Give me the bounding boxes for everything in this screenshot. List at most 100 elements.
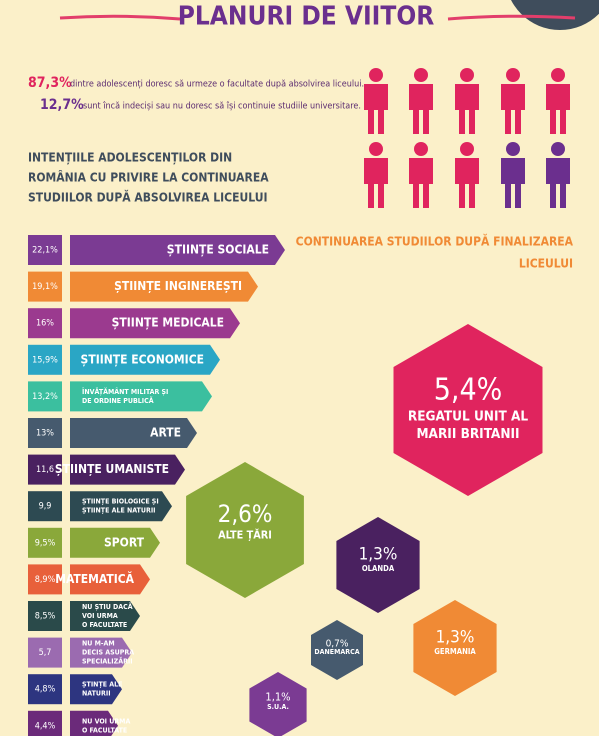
bar-label: MATEMATICĂ bbox=[55, 571, 134, 586]
value-label: 4,4% bbox=[35, 721, 56, 731]
value-label: 15,9% bbox=[32, 355, 58, 365]
country-name: GERMANIA bbox=[434, 647, 476, 656]
hexagon bbox=[336, 517, 420, 613]
bar-label: ȘTIINȚE ALE NATURII bbox=[82, 507, 156, 516]
value-label: 16% bbox=[36, 319, 54, 329]
bar-label: ÎNVĂȚĂMÂNT MILITAR ȘI bbox=[82, 387, 168, 397]
section-title: CONTINUAREA STUDIILOR DUPĂ FINALIZAREA bbox=[296, 234, 574, 249]
value-label: 9,9 bbox=[39, 502, 52, 512]
value-box bbox=[28, 454, 62, 485]
section-title: STUDIILOR DUPĂ ABSOLVIREA LICEULUI bbox=[28, 190, 267, 205]
person-icon bbox=[546, 158, 570, 208]
person-icon bbox=[414, 68, 428, 82]
bar bbox=[70, 344, 220, 375]
stat-text: sunt încă indeciși sau nu doresc să își … bbox=[83, 102, 361, 112]
bar-label: DE ORDINE PUBLICĂ bbox=[82, 396, 154, 405]
bar-label: SPECIALIZĂRII bbox=[82, 657, 133, 666]
person-icon bbox=[455, 158, 479, 208]
value-label: 5,7 bbox=[39, 648, 52, 658]
bar bbox=[70, 308, 240, 339]
person-icon bbox=[501, 158, 525, 208]
person-icon bbox=[501, 84, 525, 134]
value-box bbox=[28, 527, 62, 558]
person-icon bbox=[414, 142, 428, 156]
value-box bbox=[28, 381, 62, 412]
bar-label: ȘTIINȚE MEDICALE bbox=[112, 316, 224, 330]
section-title: LICEULUI bbox=[519, 257, 573, 271]
bar bbox=[70, 637, 132, 668]
person-icon bbox=[551, 142, 565, 156]
bar bbox=[70, 710, 118, 736]
country-value: 0,7% bbox=[326, 638, 349, 649]
section-title: INTENȚIILE ADOLESCENȚILOR DIN bbox=[28, 151, 232, 165]
country-name: MARII BRITANII bbox=[416, 426, 519, 442]
country-name: DANEMARCA bbox=[314, 648, 359, 656]
person-icon bbox=[506, 68, 520, 82]
person-icon bbox=[369, 142, 383, 156]
value-label: 19,1% bbox=[32, 282, 58, 292]
bar bbox=[70, 381, 212, 412]
bar-label: O FACULTATE bbox=[82, 726, 127, 734]
person-icon bbox=[409, 158, 433, 208]
bar-label: ARTE bbox=[150, 426, 181, 440]
bar bbox=[70, 454, 185, 485]
country-value: 1,3% bbox=[359, 544, 398, 564]
value-box bbox=[28, 564, 62, 595]
value-box bbox=[28, 491, 62, 522]
value-box bbox=[28, 344, 62, 375]
country-value: 5,4% bbox=[434, 373, 503, 408]
person-icon bbox=[455, 84, 479, 134]
person-icon bbox=[460, 68, 474, 82]
bar-label: ȘTINȚE ALE bbox=[82, 681, 122, 690]
value-box bbox=[28, 710, 62, 736]
bar bbox=[70, 601, 140, 631]
stat-value: 12,7% bbox=[40, 97, 84, 113]
bar-label: NU ȘTIU DACĂ bbox=[82, 602, 133, 611]
value-label: 13,2% bbox=[32, 392, 58, 402]
bar bbox=[70, 271, 258, 302]
bar-label: ȘTIINȚE UMANISTE bbox=[55, 462, 169, 476]
country-value: 2,6% bbox=[218, 500, 273, 528]
country-name: S.U.A. bbox=[267, 703, 289, 711]
country-name: ALTE ȚĂRI bbox=[218, 528, 272, 541]
person-icon bbox=[460, 142, 474, 156]
bar-label: VOI URMA bbox=[82, 612, 118, 620]
bar bbox=[70, 674, 122, 705]
stat-text: dintre adolescenți doresc să urmeze o fa… bbox=[70, 80, 364, 90]
person-icon bbox=[369, 68, 383, 82]
hexagon bbox=[249, 672, 307, 736]
value-box bbox=[28, 674, 62, 705]
value-label: 8,9% bbox=[35, 575, 56, 585]
country-name: REGATUL UNIT AL bbox=[408, 409, 529, 425]
bar-label: ȘTIINȚE INGINEREȘTI bbox=[114, 279, 242, 293]
hexagon bbox=[311, 620, 363, 680]
decor-stroke bbox=[447, 14, 576, 21]
person-icon bbox=[551, 68, 565, 82]
hexagon bbox=[393, 324, 543, 496]
value-box bbox=[28, 308, 62, 339]
country-name: OLANDA bbox=[362, 564, 395, 573]
bar-label: NATURII bbox=[82, 690, 111, 698]
value-box bbox=[28, 637, 62, 668]
decor-circle bbox=[511, 0, 599, 30]
value-box bbox=[28, 271, 62, 302]
value-label: 4,8% bbox=[35, 685, 56, 695]
stat-value: 87,3% bbox=[28, 75, 72, 91]
bar bbox=[70, 491, 172, 522]
value-box bbox=[28, 418, 62, 448]
value-box bbox=[28, 601, 62, 631]
hexagon bbox=[186, 462, 304, 598]
bar-label: ȘTIINȚE SOCIALE bbox=[167, 243, 269, 257]
value-label: 9,5% bbox=[35, 538, 56, 548]
bar bbox=[70, 527, 160, 558]
country-value: 1,1% bbox=[265, 691, 290, 704]
bar-label: O FACULTATE bbox=[82, 621, 127, 629]
bar-label: NU M-AM bbox=[82, 640, 115, 648]
section-title: ROMÂNIA CU PRIVIRE LA CONTINUAREA bbox=[28, 170, 269, 185]
value-label: 22,1% bbox=[32, 246, 58, 256]
value-label: 11,6 bbox=[36, 465, 54, 475]
country-value: 1,3% bbox=[436, 627, 475, 647]
person-icon bbox=[364, 84, 388, 134]
